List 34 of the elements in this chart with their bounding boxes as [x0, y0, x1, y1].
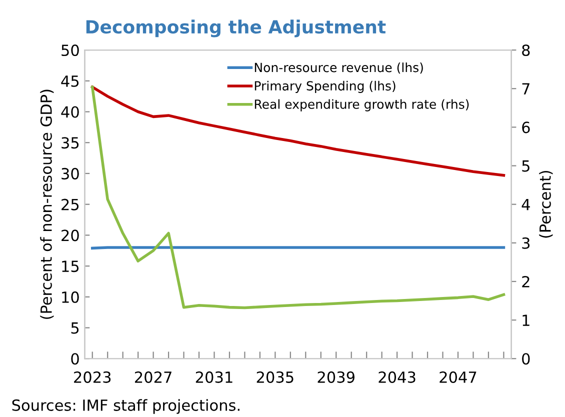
x-tick-label: 2035 — [256, 371, 294, 383]
legend-label: Non-resource revenue (lhs) — [254, 62, 423, 74]
y-tick-label: 30 — [62, 168, 79, 180]
y-tick-label: 20 — [62, 230, 79, 242]
y-tick-label: 50 — [62, 44, 79, 56]
y-tick-label: 5 — [71, 322, 79, 334]
y-tick-label: 45 — [61, 76, 79, 87]
y-tick-label: 35 — [62, 137, 79, 149]
y-tick-label: 10 — [62, 291, 79, 303]
source-note: Sources: IMF staff projections. — [12, 399, 240, 414]
y2-tick-label: 8 — [522, 44, 530, 56]
x-tick-label: 2027 — [134, 371, 172, 383]
y2-tick-label: 7 — [522, 83, 530, 94]
y2-tick-label: 3 — [522, 237, 530, 249]
y-tick-label: 15 — [62, 260, 79, 272]
y2-tick-label: 5 — [522, 160, 530, 172]
x-tick-label: 2047 — [440, 371, 476, 383]
y2-tick-label: 2 — [522, 276, 530, 288]
y-tick-label: 25 — [62, 198, 79, 210]
x-tick-label: 2039 — [318, 371, 354, 383]
y-axis-title: (Percent of non-resource GDP) — [40, 90, 54, 319]
y-tick-label: 0 — [71, 353, 79, 365]
x-tick-label: 2031 — [196, 371, 232, 383]
x-tick-label: 2043 — [378, 371, 416, 383]
chart-title: Decomposing the Adjustment — [86, 20, 386, 38]
y2-tick-label: 0 — [522, 353, 530, 365]
legend-label: Real expenditure growth rate (rhs) — [254, 99, 469, 112]
y2-tick-label: 6 — [522, 122, 530, 134]
legend-label: Primary Spending (lhs) — [254, 80, 396, 93]
y2-tick-label: 4 — [522, 198, 530, 210]
y-tick-label: 40 — [61, 106, 79, 118]
y2-axis-title: (Percent) — [539, 170, 553, 238]
y2-tick-label: 1 — [522, 314, 530, 326]
x-tick-label: 2023 — [74, 371, 111, 383]
